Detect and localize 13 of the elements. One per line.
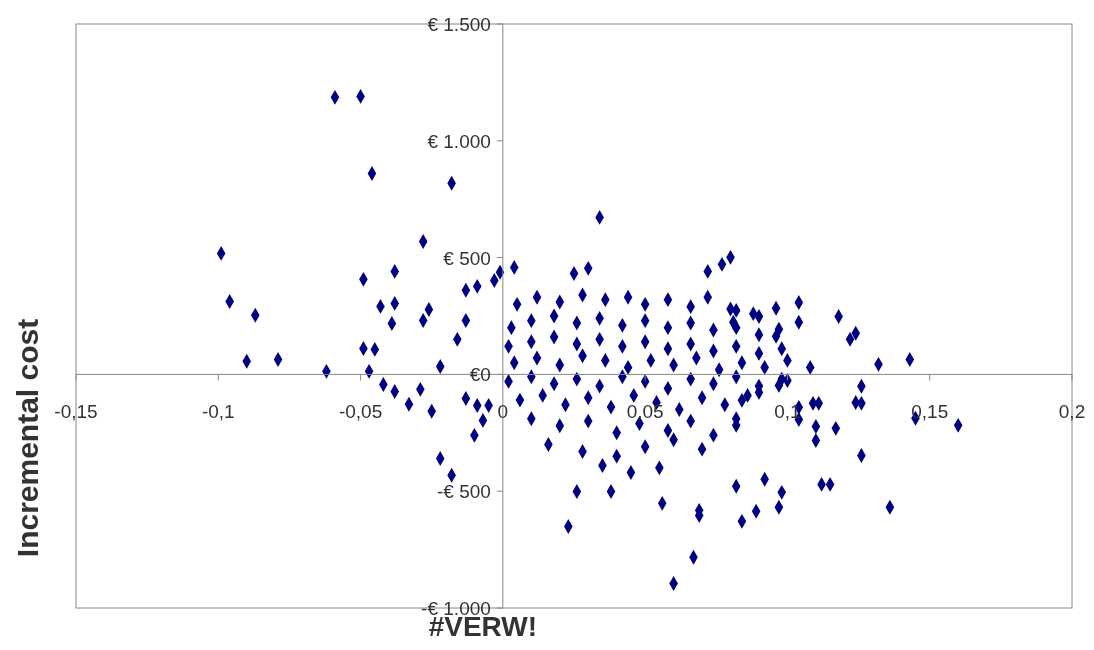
y-axis-title: Incremental cost — [11, 318, 44, 558]
x-tick-label: 0,05 — [626, 401, 664, 423]
y-tick-label: € 500 — [443, 247, 491, 269]
x-tick-label: -0,15 — [54, 401, 98, 423]
y-tick-label: € 1.000 — [427, 130, 491, 152]
y-tick-label: € 1.500 — [427, 14, 491, 35]
x-tick-label: -0,05 — [338, 401, 383, 423]
x-tick-label: 0,2 — [1058, 401, 1086, 423]
y-tick-label: -€ 500 — [436, 481, 491, 503]
y-tick-label: €0 — [469, 364, 491, 386]
x-tick-label: -0,1 — [201, 401, 235, 423]
x-tick-label: 0,15 — [911, 401, 949, 423]
x-tick-label: 0 — [497, 401, 509, 423]
